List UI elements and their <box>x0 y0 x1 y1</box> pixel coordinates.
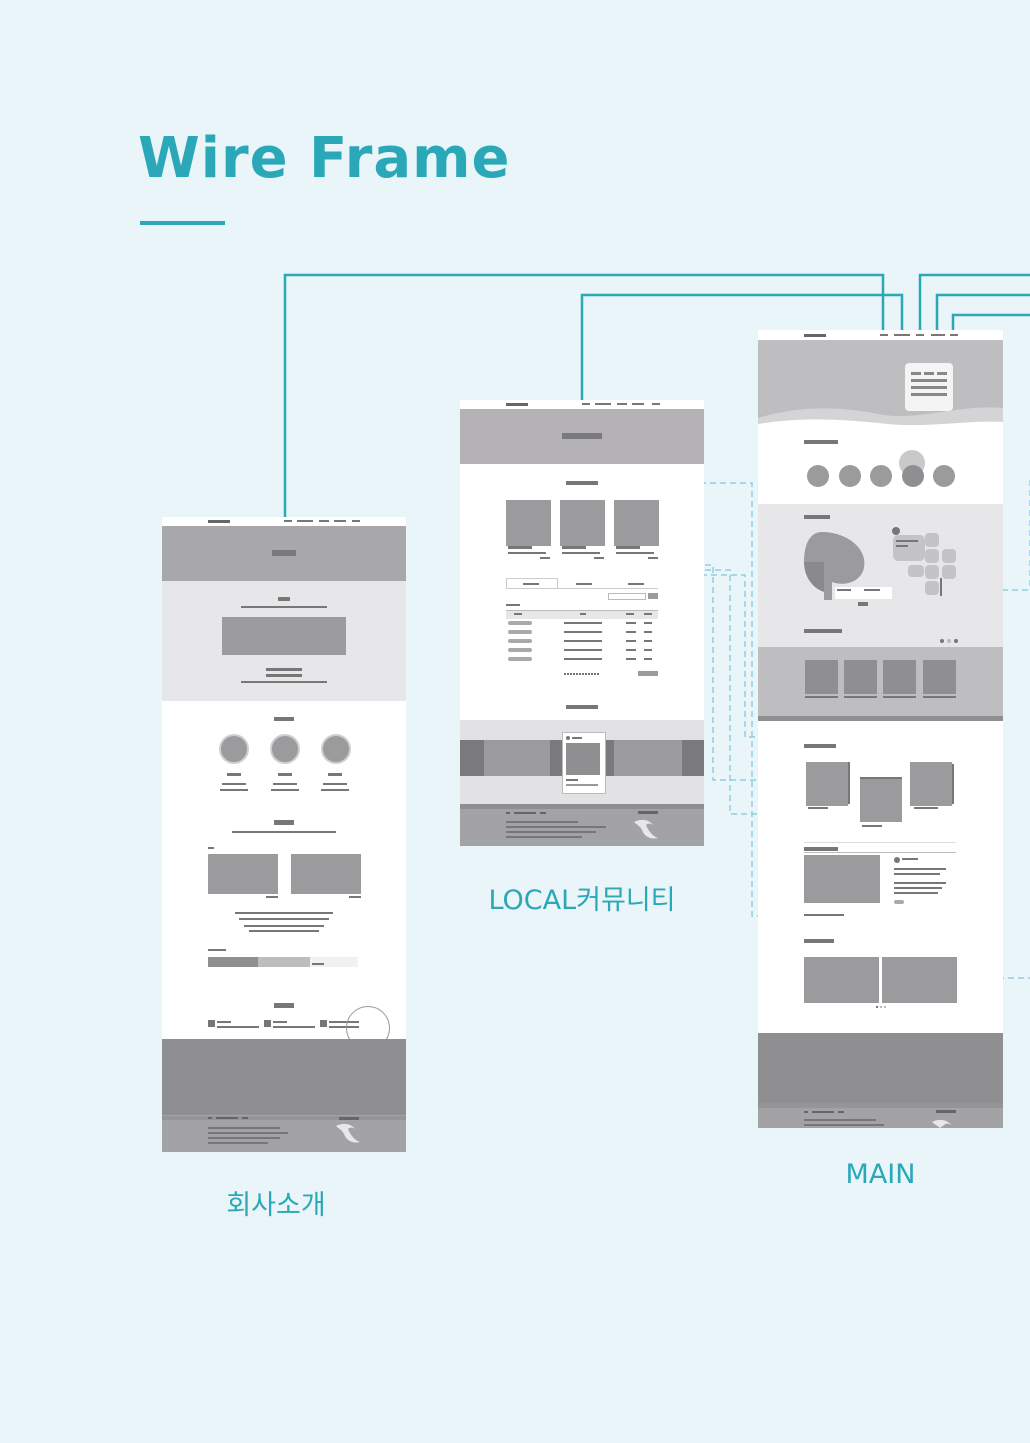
bird-logo-icon <box>932 1119 952 1128</box>
title-underline <box>140 221 225 225</box>
hero-wave <box>758 407 1003 432</box>
bird-logo-icon <box>634 819 658 839</box>
page-title: Wire Frame <box>138 126 511 191</box>
wireframe-company <box>162 517 406 1152</box>
pie-shape <box>804 532 865 600</box>
link-main-2 <box>935 293 1030 336</box>
caption-main: MAIN <box>845 1159 916 1190</box>
wireframe-main <box>758 330 1003 1128</box>
caption-company: 회사소개 <box>226 1190 326 1221</box>
link-main-3 <box>951 313 1030 336</box>
bird-logo-icon <box>336 1123 360 1143</box>
link-community <box>580 293 904 404</box>
caption-community: LOCAL커뮤니티 <box>488 885 676 916</box>
link-main-1 <box>918 273 1030 336</box>
link-company <box>283 273 885 518</box>
wireframe-community <box>460 400 704 846</box>
